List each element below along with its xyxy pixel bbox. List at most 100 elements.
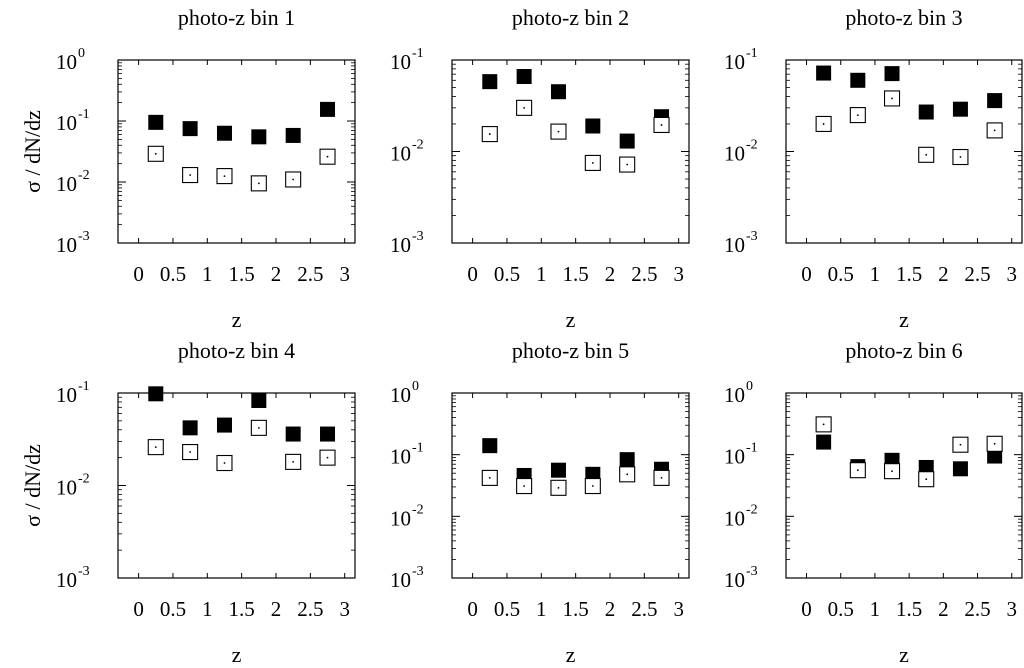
y-tick-label-base: 10 bbox=[724, 233, 745, 257]
x-tick-label: 2 bbox=[938, 597, 949, 621]
data-point-dot bbox=[523, 485, 526, 487]
y-tick-label-base: 10 bbox=[390, 383, 411, 407]
plot-frame bbox=[117, 392, 356, 579]
y-tick-label-base: 10 bbox=[724, 445, 745, 469]
y-tick-label-exponent: -1 bbox=[412, 441, 424, 456]
data-point-filled bbox=[850, 72, 866, 88]
data-point-filled bbox=[182, 121, 198, 137]
y-tick-label-base: 10 bbox=[724, 142, 745, 166]
data-point-dot bbox=[488, 133, 491, 135]
data-point-dot bbox=[856, 114, 859, 116]
data-point-dot bbox=[257, 182, 260, 185]
x-tick-label: 0 bbox=[801, 262, 812, 286]
y-tick-label-base: 10 bbox=[390, 233, 411, 257]
chart-title: photo-z bin 5 bbox=[512, 338, 629, 363]
data-point-dot bbox=[154, 152, 157, 155]
data-point-filled bbox=[285, 127, 301, 143]
x-axis-label: z bbox=[566, 642, 576, 667]
data-point-dot bbox=[626, 473, 629, 476]
x-tick-label: 3 bbox=[339, 597, 350, 621]
data-point-dot bbox=[523, 106, 526, 109]
data-point-filled bbox=[216, 125, 232, 141]
data-point-dot bbox=[925, 153, 928, 156]
x-tick-label: 3 bbox=[1006, 597, 1017, 621]
y-tick-label-exponent: -3 bbox=[746, 564, 758, 579]
data-point-dot bbox=[189, 451, 192, 453]
data-point-dot bbox=[891, 97, 893, 100]
plot-frame bbox=[785, 392, 1023, 579]
y-tick-label-exponent: -2 bbox=[412, 502, 424, 517]
x-tick-label: 0.5 bbox=[160, 262, 186, 286]
x-tick-label: 1.5 bbox=[229, 597, 255, 621]
y-tick-label-base: 10 bbox=[724, 383, 745, 407]
data-point-dot bbox=[822, 123, 825, 125]
y-tick-label-exponent: -3 bbox=[78, 564, 90, 579]
y-tick-label-base: 10 bbox=[56, 383, 77, 407]
data-point-dot bbox=[189, 174, 192, 176]
x-tick-label: 2.5 bbox=[964, 262, 990, 286]
y-tick-label-exponent: -2 bbox=[78, 168, 90, 183]
y-axis-label: σ / dN/dz bbox=[20, 110, 45, 193]
data-point-dot bbox=[993, 442, 996, 445]
y-tick-label-base: 10 bbox=[56, 50, 77, 74]
data-point-filled bbox=[251, 392, 267, 408]
x-tick-label: 0.5 bbox=[494, 597, 520, 621]
y-tick-label-exponent: -1 bbox=[746, 441, 758, 456]
data-point-dot bbox=[223, 175, 226, 177]
y-tick-label-exponent: -3 bbox=[412, 229, 424, 244]
data-point-filled bbox=[952, 101, 968, 117]
data-point-dot bbox=[822, 423, 825, 426]
data-point-filled bbox=[482, 438, 498, 454]
x-tick-label: 0.5 bbox=[494, 262, 520, 286]
data-point-dot bbox=[488, 476, 491, 479]
y-tick-label-exponent: -3 bbox=[412, 564, 424, 579]
y-axis-label: σ / dN/dz bbox=[20, 444, 45, 527]
x-axis-label: z bbox=[899, 307, 909, 332]
x-tick-label: 0.5 bbox=[160, 597, 186, 621]
data-point-filled bbox=[251, 129, 267, 145]
x-tick-label: 2.5 bbox=[297, 262, 323, 286]
x-tick-label: 3 bbox=[1006, 262, 1017, 286]
y-tick-label-exponent: -2 bbox=[746, 138, 758, 153]
x-tick-label: 1 bbox=[536, 262, 547, 286]
data-point-dot bbox=[292, 460, 295, 463]
x-tick-label: 1.5 bbox=[896, 597, 922, 621]
x-tick-label: 0 bbox=[133, 262, 144, 286]
data-point-filled bbox=[816, 434, 832, 450]
data-point-filled bbox=[952, 461, 968, 477]
plot-frame bbox=[451, 392, 690, 579]
data-point-filled bbox=[320, 101, 336, 117]
data-point-filled bbox=[148, 386, 164, 402]
x-tick-label: 1 bbox=[202, 597, 213, 621]
plot-frame bbox=[785, 59, 1023, 244]
y-tick-label-exponent: -3 bbox=[78, 229, 90, 244]
data-point-dot bbox=[856, 469, 859, 472]
x-tick-label: 2.5 bbox=[297, 597, 323, 621]
y-tick-label-base: 10 bbox=[724, 568, 745, 592]
data-point-filled bbox=[285, 426, 301, 442]
chart-title: photo-z bin 1 bbox=[178, 5, 295, 30]
data-point-dot bbox=[591, 485, 594, 487]
data-point-filled bbox=[585, 118, 601, 134]
data-point-filled bbox=[987, 448, 1003, 464]
data-point-filled bbox=[918, 104, 934, 120]
x-tick-label: 2 bbox=[271, 597, 282, 621]
x-tick-label: 2.5 bbox=[631, 597, 657, 621]
data-point-filled bbox=[884, 66, 900, 82]
y-tick-label-exponent: -2 bbox=[78, 472, 90, 487]
x-axis-label: z bbox=[232, 307, 242, 332]
y-tick-label-exponent: -1 bbox=[746, 46, 758, 61]
x-tick-label: 0 bbox=[133, 597, 144, 621]
y-tick-label-base: 10 bbox=[56, 172, 77, 196]
data-point-dot bbox=[891, 470, 893, 473]
y-tick-label-base: 10 bbox=[56, 111, 77, 135]
data-point-filled bbox=[516, 69, 532, 85]
data-point-dot bbox=[959, 156, 962, 158]
data-point-filled bbox=[320, 426, 336, 442]
y-tick-label-base: 10 bbox=[56, 568, 77, 592]
x-tick-label: 2.5 bbox=[631, 262, 657, 286]
x-axis-label: z bbox=[566, 307, 576, 332]
